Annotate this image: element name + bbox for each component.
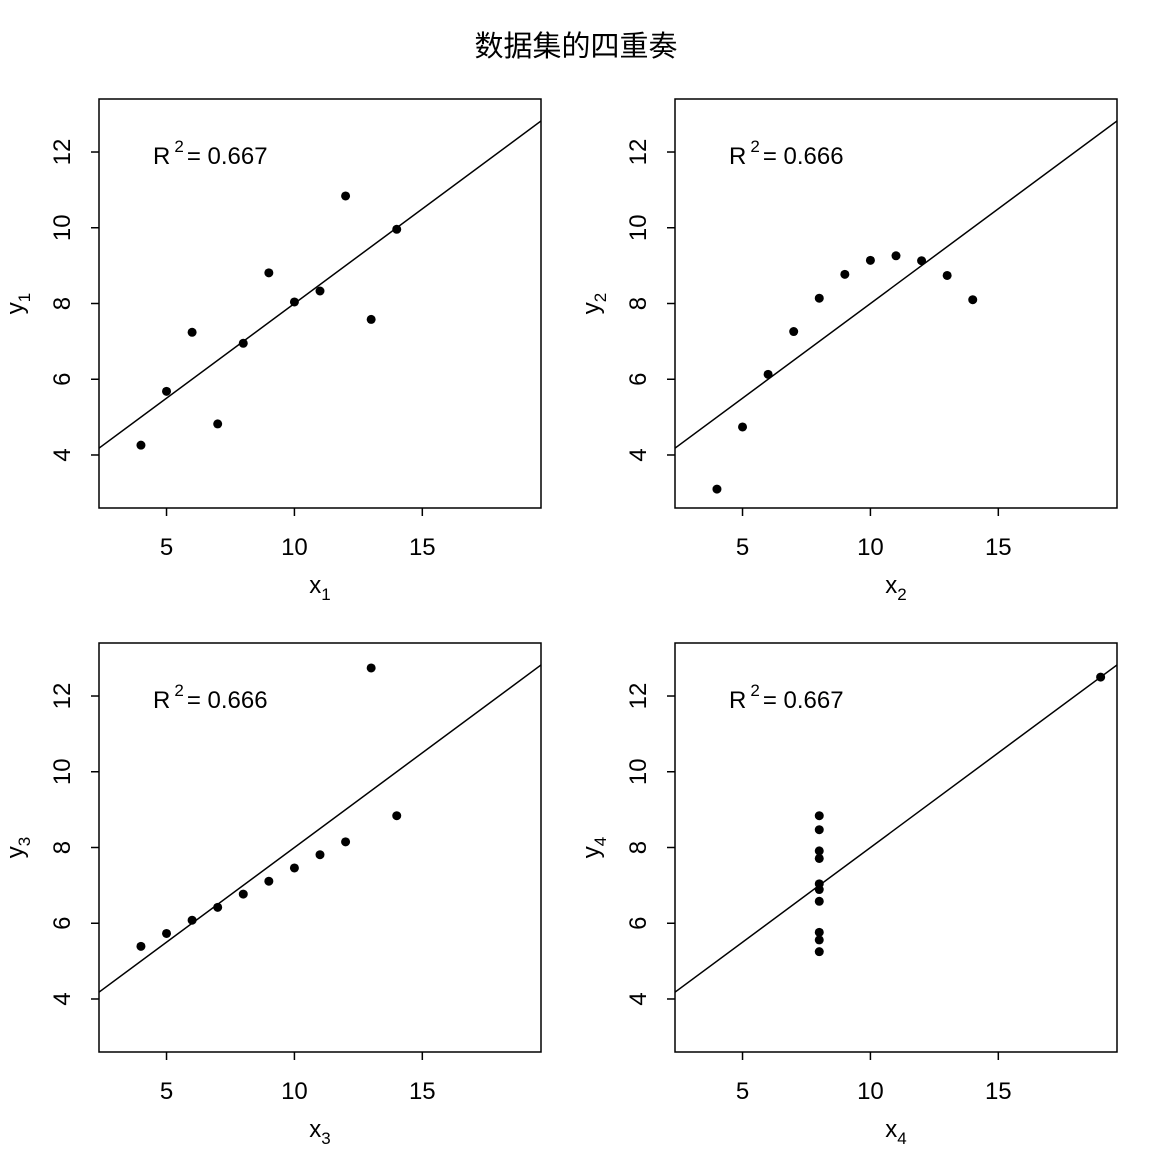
y-axis-label: y3 xyxy=(2,837,34,858)
y-tick-label: 10 xyxy=(49,214,76,241)
data-point xyxy=(136,941,146,951)
regression-line xyxy=(675,664,1117,993)
data-point xyxy=(814,825,824,835)
x-tick-label: 10 xyxy=(857,534,884,561)
x-tick-label: 15 xyxy=(985,1078,1012,1105)
data-point xyxy=(814,846,824,856)
x-tick-label: 5 xyxy=(160,534,173,561)
data-point xyxy=(814,811,824,821)
x-tick-label: 15 xyxy=(409,1078,436,1105)
data-point xyxy=(341,191,351,201)
data-point xyxy=(264,268,274,278)
y-tick-label: 6 xyxy=(49,373,76,386)
data-point xyxy=(814,293,824,303)
y-tick-label: 4 xyxy=(49,448,76,461)
data-point xyxy=(162,386,172,396)
data-point xyxy=(814,853,824,863)
y-tick-label: 4 xyxy=(625,448,652,461)
data-point xyxy=(289,297,299,307)
y-tick-label: 8 xyxy=(625,841,652,854)
data-point xyxy=(814,896,824,906)
data-point xyxy=(392,811,402,821)
data-point xyxy=(1096,672,1106,682)
x-axis-label: x3 xyxy=(309,1116,330,1148)
y-tick-label: 12 xyxy=(49,683,76,710)
y-tick-label: 4 xyxy=(49,992,76,1005)
data-point xyxy=(187,915,197,925)
data-point xyxy=(814,935,824,945)
x-tick-label: 5 xyxy=(736,1078,749,1105)
panel-1: 5 10 15 4 6 8 10 12 x1 y1 R 2 = 0.667 xyxy=(2,98,542,604)
x-tick-label: 5 xyxy=(736,534,749,561)
data-point xyxy=(789,327,799,337)
y-axis-label: y2 xyxy=(578,293,610,314)
y-tick-label: 6 xyxy=(49,917,76,930)
regression-line xyxy=(99,120,541,449)
data-point xyxy=(968,295,978,305)
y-axis-label: y1 xyxy=(2,293,34,314)
data-point xyxy=(712,484,722,494)
data-point xyxy=(315,850,325,860)
r-squared-annotation: R 2 = 0.666 xyxy=(729,137,844,170)
x-axis-label: x2 xyxy=(885,572,906,604)
y-tick-label: 8 xyxy=(49,841,76,854)
y-tick-label: 6 xyxy=(625,917,652,930)
data-point xyxy=(162,928,172,938)
panel-2: 5 10 15 4 6 8 10 12 x2 y2 R 2 = 0.666 xyxy=(578,98,1118,604)
y-axis-label: y4 xyxy=(578,837,610,858)
y-tick-label: 8 xyxy=(625,297,652,310)
y-tick-label: 8 xyxy=(49,297,76,310)
r-squared-annotation: R 2 = 0.666 xyxy=(153,681,268,714)
data-point xyxy=(738,422,748,432)
regression-line xyxy=(99,664,541,993)
regression-line xyxy=(675,120,1117,449)
data-point xyxy=(238,889,248,899)
data-point xyxy=(814,927,824,937)
data-point xyxy=(891,251,901,261)
x-tick-label: 10 xyxy=(857,1078,884,1105)
data-point xyxy=(814,885,824,895)
data-point xyxy=(213,902,223,912)
x-tick-label: 15 xyxy=(409,534,436,561)
y-tick-label: 12 xyxy=(49,139,76,166)
figure-title: 数据集的四重奏 xyxy=(474,30,677,63)
data-point xyxy=(213,419,223,429)
panel-3: 5 10 15 4 6 8 10 12 x3 y3 R 2 = 0.666 xyxy=(2,642,542,1148)
data-point xyxy=(136,440,146,450)
data-point xyxy=(187,327,197,337)
x-axis-label: x4 xyxy=(885,1116,906,1148)
x-tick-label: 10 xyxy=(281,534,308,561)
y-tick-label: 4 xyxy=(625,992,652,1005)
x-tick-label: 10 xyxy=(281,1078,308,1105)
data-point xyxy=(840,269,850,279)
data-point xyxy=(289,863,299,873)
data-point xyxy=(366,314,376,324)
x-tick-label: 5 xyxy=(160,1078,173,1105)
y-tick-label: 10 xyxy=(625,214,652,241)
data-point xyxy=(238,338,248,348)
x-axis-label: x1 xyxy=(309,572,330,604)
y-tick-label: 12 xyxy=(625,683,652,710)
y-tick-label: 10 xyxy=(49,758,76,785)
data-point xyxy=(366,663,376,673)
data-point xyxy=(315,286,325,296)
y-tick-label: 10 xyxy=(625,758,652,785)
data-point xyxy=(341,837,351,847)
data-point xyxy=(814,947,824,957)
data-point xyxy=(865,255,875,265)
panel-4: 5 10 15 4 6 8 10 12 x4 y4 R 2 = 0.667 xyxy=(578,642,1118,1148)
r-squared-annotation: R 2 = 0.667 xyxy=(729,681,844,714)
y-tick-label: 12 xyxy=(625,139,652,166)
data-point xyxy=(264,876,274,886)
data-point xyxy=(942,270,952,280)
r-squared-annotation: R 2 = 0.667 xyxy=(153,137,268,170)
data-point xyxy=(392,224,402,234)
data-point xyxy=(917,256,927,266)
data-point xyxy=(763,369,773,379)
x-tick-label: 15 xyxy=(985,534,1012,561)
y-tick-label: 6 xyxy=(625,373,652,386)
